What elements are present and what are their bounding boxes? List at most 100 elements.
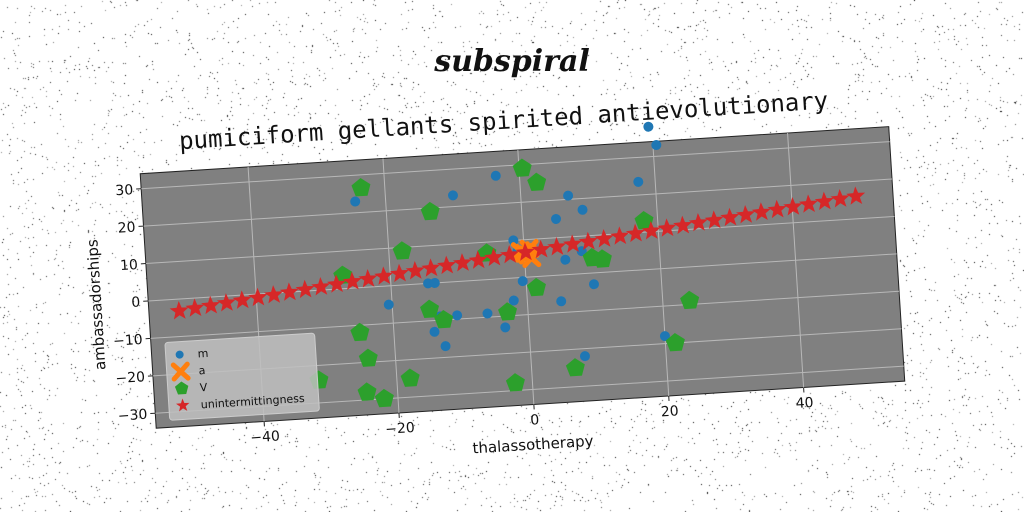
series-0-point — [651, 140, 662, 151]
series-0-point — [588, 279, 599, 290]
y-tick-label: 0 — [131, 294, 141, 311]
series-2-point — [680, 290, 700, 310]
series-3-point — [421, 258, 441, 277]
series-3-point — [625, 223, 645, 243]
series-3-point — [248, 287, 268, 307]
series-3-point — [468, 250, 488, 269]
series-3-point — [798, 194, 818, 213]
series-0-point — [490, 170, 501, 181]
series-3-point — [688, 212, 708, 232]
series-0-point — [452, 310, 463, 321]
y-tick-label: −20 — [115, 369, 145, 387]
legend-box — [164, 332, 320, 421]
y-grid-line — [145, 215, 895, 265]
series-3-point — [169, 301, 189, 320]
y-tick-label: 30 — [115, 182, 134, 199]
series-2-point — [665, 332, 685, 352]
series-2-point — [592, 249, 612, 268]
series-2-point — [358, 348, 378, 367]
series-0-point — [440, 341, 451, 352]
series-3-point — [846, 186, 866, 205]
series-0-point — [556, 296, 567, 307]
series-0-point — [383, 299, 394, 310]
figure-suptitle: subspiral — [434, 44, 590, 79]
legend-marker-3 — [176, 398, 190, 412]
series-2-point — [434, 309, 454, 329]
series-3-point — [484, 247, 504, 267]
series-0-point — [579, 351, 590, 362]
legend-label-0: m — [197, 347, 209, 361]
series-2-point — [420, 201, 440, 221]
series-3-point — [547, 237, 567, 256]
series-0-point — [551, 213, 562, 224]
series-0-point — [500, 322, 511, 333]
series-0-point — [482, 308, 493, 319]
series-2-point — [505, 373, 525, 392]
series-0-point — [350, 196, 361, 207]
data-points — [169, 121, 866, 408]
series-3-point — [311, 277, 331, 296]
y-tick-label: −10 — [113, 332, 143, 350]
series-3-point — [389, 263, 409, 283]
y-axis-label: ambassadorships — [83, 239, 109, 371]
series-3-point — [515, 242, 535, 261]
x-tick-label: 20 — [660, 403, 679, 420]
series-3-point — [720, 207, 740, 227]
series-3-point — [342, 271, 362, 291]
series-3-point — [594, 229, 614, 248]
series-0-point — [560, 254, 571, 265]
series-3-point — [578, 231, 598, 251]
series-3-point — [264, 285, 283, 304]
series-0-point — [429, 277, 440, 288]
series-0-point — [517, 276, 528, 287]
series-0-point — [429, 326, 440, 337]
series-3-point — [216, 293, 236, 312]
series-3-point — [657, 218, 677, 237]
series-2-point — [526, 277, 546, 297]
axis-ticks: −40 −20 0 20 40 −30 −20 −10 0 10 20 30 — [113, 182, 814, 446]
series-3-point — [751, 202, 771, 221]
series-3-point — [452, 253, 472, 272]
series-3-point — [563, 234, 582, 253]
series-3-point — [295, 279, 315, 299]
series-0-point — [633, 176, 644, 187]
x-tick-label: 0 — [530, 412, 540, 429]
series-3-point — [326, 274, 346, 293]
series-3-point — [830, 189, 850, 208]
legend-label-2: V — [199, 381, 208, 394]
series-2-point — [565, 358, 585, 377]
series-3-point — [232, 290, 252, 309]
y-grid-line — [150, 290, 900, 339]
series-2-point — [400, 368, 420, 387]
legend-marker-1 — [170, 361, 191, 382]
series-2-point — [634, 210, 654, 230]
y-tick-label: 10 — [120, 257, 139, 274]
series-3-point — [358, 269, 378, 288]
y-tick-label: −30 — [117, 407, 147, 425]
series-3-point — [374, 266, 394, 285]
x-tick-label: −20 — [385, 420, 415, 438]
x-tick-label: −40 — [250, 428, 280, 446]
series-3-point — [641, 221, 661, 240]
series-2-point — [512, 158, 532, 177]
series-3-point — [185, 298, 205, 317]
series-3-point — [783, 197, 803, 216]
series-3-point — [201, 295, 221, 315]
series-0-point — [447, 190, 458, 201]
series-2-point — [420, 299, 439, 318]
series-3-point — [500, 244, 520, 264]
series-3-point — [673, 215, 693, 235]
series-0-point — [563, 190, 574, 201]
series-3-point — [405, 261, 425, 280]
series-0-point — [577, 204, 588, 215]
series-3-point — [736, 205, 756, 224]
y-grid-line — [143, 178, 893, 227]
x-tick-label: 40 — [795, 395, 814, 412]
y-tick-label: 20 — [117, 220, 136, 237]
series-3-point — [437, 255, 457, 275]
series-2-point — [527, 172, 547, 191]
series-0-point — [659, 331, 670, 342]
legend-marker-0 — [175, 350, 184, 359]
series-2-point — [498, 302, 518, 321]
